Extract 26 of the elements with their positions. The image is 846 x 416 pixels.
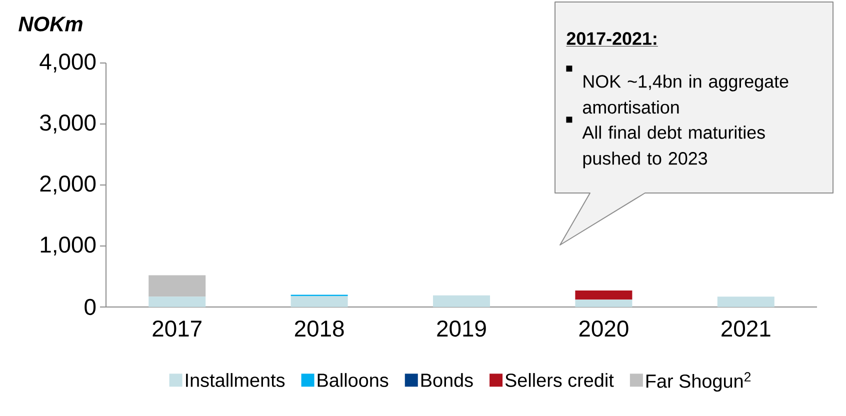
- legend-label: Balloons: [318, 373, 388, 387]
- y-tick-label: 4,000: [40, 54, 96, 72]
- bar: [290, 296, 348, 307]
- bar: [148, 275, 206, 297]
- annotation: All final debt maturities pushed to 2023: [582, 126, 765, 168]
- legend-label: Far Shogun$^{2}$: [646, 372, 751, 392]
- x-tick-label: 2021: [722, 320, 770, 337]
- bar: [433, 295, 490, 307]
- y-tick-label: 2,000: [40, 176, 96, 194]
- bar: [575, 300, 632, 307]
- bar: [717, 296, 774, 307]
- bar: [148, 296, 206, 307]
- bar: [575, 290, 632, 300]
- y-tick-label: 3,000: [40, 114, 96, 134]
- x-tick-label: 2019: [437, 320, 486, 337]
- annotation: NOK ~1,4bn in aggregate amortisation: [582, 74, 788, 114]
- y-tick-label: 1,000: [40, 236, 96, 256]
- x-tick-label: 2020: [579, 320, 628, 337]
- legend-label: Installments: [186, 373, 285, 387]
- text: 2017-2021:: [566, 32, 656, 45]
- x-tick-label: 2018: [294, 320, 344, 337]
- legend-label: Sellers credit: [505, 373, 614, 387]
- x-tick-label: 2017: [152, 320, 202, 337]
- y-tick-label: 0: [84, 298, 96, 316]
- legend-label: Bonds: [421, 373, 473, 387]
- y-axis-title: NOKm: [18, 16, 82, 32]
